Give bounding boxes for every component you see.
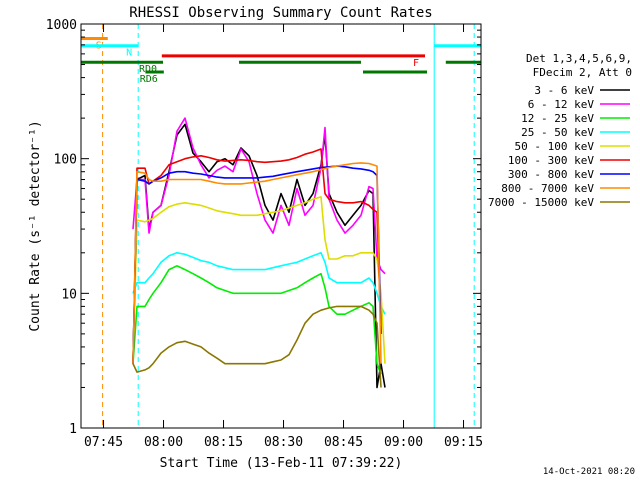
y-axis-label: Count Rate (s⁻¹ detector⁻¹) (28, 120, 43, 331)
legend-label-7: 800 - 7000 keV (501, 182, 594, 195)
flag-label-rd6: RD6 (140, 74, 158, 85)
y-tick-label-2: 100 (54, 153, 77, 168)
flag-bars: SNFRD0RD6 (81, 37, 481, 85)
series-line-2 (132, 264, 382, 375)
flag-label-f: F (413, 58, 419, 69)
x-axis-label: Start Time (13-Feb-11 07:39:22) (160, 456, 403, 471)
series-lines (132, 117, 386, 389)
legend-label-3: 25 - 50 keV (521, 126, 594, 139)
legend-label-4: 50 - 100 keV (515, 140, 595, 153)
legend-label-6: 300 - 800 keV (508, 168, 594, 181)
y-tick-label-0: 1 (69, 422, 77, 437)
x-tick-label-1: 08:00 (144, 435, 183, 450)
x-tick-label-5: 09:00 (384, 435, 423, 450)
x-tick-label-3: 08:30 (264, 435, 303, 450)
x-tick-label-2: 08:15 (204, 435, 243, 450)
legend-label-8: 7000 - 15000 keV (488, 196, 594, 209)
y-tick-label-3: 1000 (46, 18, 77, 33)
flag-label-rd0: RD0 (139, 64, 157, 75)
legend: Det 1,3,4,5,6,9,FDecim 2, Att 0 3 - 6 keV… (488, 52, 632, 209)
vertical-markers (102, 24, 475, 428)
footer-timestamp: 14-Oct-2021 08:20 (543, 467, 635, 477)
x-tick-label-0: 07:45 (84, 435, 123, 450)
series-line-8 (132, 305, 382, 388)
plot-frame (80, 23, 482, 429)
x-tick-label-6: 09:15 (444, 435, 483, 450)
series-line-1 (132, 117, 386, 275)
flag-label-n: N (126, 48, 132, 59)
legend-label-0: 3 - 6 keV (534, 84, 594, 97)
x-tick-label-4: 08:45 (324, 435, 363, 450)
legend-header-1: FDecim 2, Att 0 (533, 66, 632, 79)
series-line-6 (132, 165, 382, 364)
axes-ticks: 07:45 08:00 08:15 08:30 08:45 09:00 09:15 1 10 10… (46, 18, 483, 450)
series-line-7 (132, 162, 382, 364)
legend-label-1: 6 - 12 keV (528, 98, 595, 111)
series-line-3 (132, 252, 386, 315)
legend-label-5: 100 - 300 keV (508, 154, 594, 167)
y-tick-label-1: 10 (61, 287, 77, 302)
chart-title: RHESSI Observing Summary Count Rates (129, 5, 432, 21)
series-line-5 (132, 148, 382, 364)
series-line-4 (132, 196, 386, 364)
legend-header-0: Det 1,3,4,5,6,9, (526, 52, 632, 65)
legend-label-2: 12 - 25 keV (521, 112, 594, 125)
